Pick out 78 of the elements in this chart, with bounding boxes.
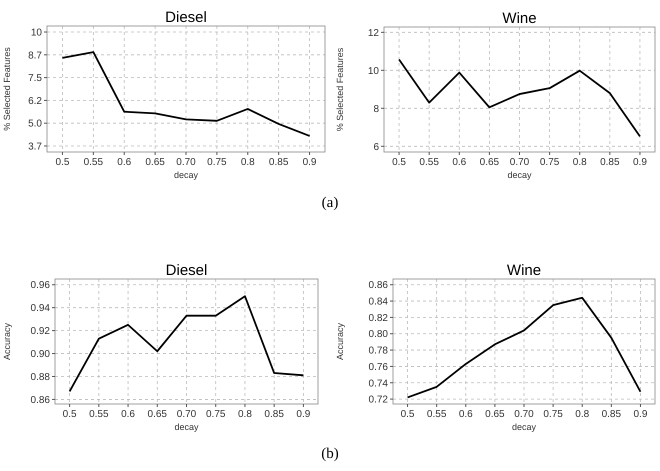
- x-tick-label: 0.70: [514, 409, 534, 420]
- x-tick-label: 0.65: [148, 409, 168, 420]
- x-tick-label: 0.55: [89, 409, 109, 420]
- chart-title: Wine: [502, 10, 537, 27]
- y-tick-label: 0.86: [368, 280, 388, 292]
- y-tick-label: 0.82: [368, 312, 388, 324]
- x-tick-label: 0.6: [458, 409, 474, 420]
- x-axis-title: decay: [174, 170, 198, 180]
- x-tick-label: 0.70: [176, 409, 197, 420]
- y-tick-label: 8: [373, 104, 380, 115]
- x-tick-label: 0.5: [400, 409, 415, 420]
- y-tick-label: 0.96: [30, 280, 50, 292]
- text: (b): [321, 446, 339, 462]
- y-tick-label: 0.80: [368, 329, 388, 340]
- x-tick-label: 0.9: [302, 157, 317, 168]
- x-tick-label: 0.85: [600, 157, 620, 168]
- x-tick-label: 0.8: [575, 409, 590, 420]
- y-tick-label: 0.72: [368, 394, 388, 406]
- x-tick-label: 0.55: [84, 157, 104, 168]
- x-tick-label: 0.5: [55, 157, 70, 168]
- y-tick-label: 6: [373, 142, 380, 153]
- x-tick-label: 0.75: [206, 409, 226, 420]
- chart-title: Diesel: [166, 262, 208, 279]
- chart-title: Wine: [506, 262, 542, 279]
- x-tick-label: 0.65: [485, 409, 506, 420]
- x-tick-label: 0.8: [572, 157, 588, 168]
- x-tick-label: 0.5: [392, 157, 406, 168]
- x-tick-label: 0.70: [176, 157, 196, 168]
- y-tick-label: 5.0: [28, 118, 42, 130]
- y-tick-label: 0.90: [30, 349, 50, 360]
- line-series: [406, 296, 642, 398]
- y-axis-title: Accuracy: [335, 322, 345, 360]
- x-tick-label: 0.6: [117, 157, 132, 168]
- line-series: [62, 51, 310, 137]
- x-tick-label: 0.55: [426, 409, 447, 420]
- x-tick-label: 0.8: [238, 409, 252, 420]
- x-axis-title: decay: [174, 422, 199, 432]
- y-tick-label: 0.84: [368, 296, 388, 308]
- y-axis-title: Accuracy: [2, 322, 12, 360]
- x-tick-label: 0.55: [419, 157, 440, 168]
- x-tick-label: 0.6: [452, 157, 467, 168]
- x-tick-label: 0.75: [540, 157, 560, 168]
- x-tick-label: 0.9: [633, 409, 648, 420]
- y-tick-label: 0.92: [30, 326, 50, 338]
- line-series: [68, 295, 304, 392]
- x-axis-title: decay: [507, 170, 532, 180]
- x-tick-label: 0.9: [632, 157, 648, 168]
- x-tick-label: 0.75: [207, 157, 228, 168]
- x-tick-label: 0.9: [296, 409, 311, 420]
- x-tick-label: 0.85: [264, 409, 284, 420]
- y-tick-label: 12: [368, 28, 380, 39]
- y-axis-title: % Selected Features: [2, 46, 12, 131]
- y-tick-label: 0.76: [368, 362, 388, 373]
- y-tick-label: 8.7: [28, 50, 42, 62]
- x-tick-label: 0.65: [480, 157, 500, 168]
- x-tick-label: 0.75: [543, 409, 564, 420]
- line-series: [398, 58, 641, 138]
- x-axis-title: decay: [512, 422, 536, 432]
- x-tick-label: 0.65: [145, 157, 166, 168]
- y-tick-label: 0.88: [30, 372, 50, 383]
- y-tick-label: 10: [30, 28, 42, 39]
- x-tick-label: 0.8: [240, 157, 256, 168]
- y-tick-label: 10: [368, 66, 380, 77]
- x-tick-label: 0.85: [268, 157, 289, 168]
- x-tick-label: 0.5: [62, 409, 77, 420]
- y-tick-label: 0.86: [30, 394, 50, 406]
- text: (a): [322, 195, 338, 211]
- y-tick-label: 0.78: [368, 346, 388, 357]
- y-tick-label: 0.74: [368, 378, 388, 390]
- y-tick-label: 7.5: [28, 73, 42, 84]
- y-tick-label: 6.2: [28, 96, 42, 107]
- x-tick-label: 0.6: [121, 409, 136, 420]
- chart-title: Diesel: [165, 9, 207, 26]
- y-axis-title: % Selected Features: [335, 47, 345, 132]
- x-tick-label: 0.85: [602, 409, 622, 420]
- y-tick-label: 0.94: [30, 303, 50, 314]
- y-tick-label: 3.7: [28, 141, 42, 152]
- x-tick-label: 0.70: [510, 157, 530, 168]
